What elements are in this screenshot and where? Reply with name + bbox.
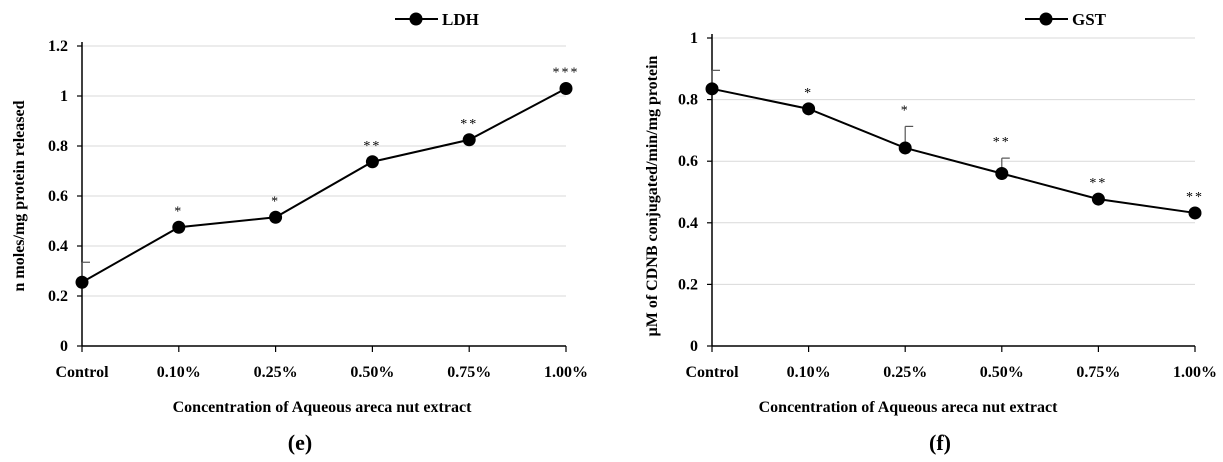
significance-labels: *********: [174, 66, 580, 220]
significance-label: *: [174, 204, 183, 219]
panel-label: (f): [929, 430, 951, 455]
data-point: [1091, 192, 1105, 206]
x-tick-label: Control: [685, 364, 739, 381]
x-tick-label: Control: [55, 364, 109, 381]
x-tick-label: 1.00%: [544, 364, 588, 381]
y-tick-label: 0.8: [678, 92, 698, 109]
x-tick-label: 0.50%: [980, 364, 1024, 381]
series-line: [81, 87, 567, 284]
data-point: [802, 102, 816, 116]
y-tick-label: 1: [60, 88, 68, 105]
y-axis-label: n moles/mg protein released: [11, 100, 28, 291]
significance-label: *: [804, 86, 813, 101]
axes: [707, 34, 1196, 352]
significance-label: ***: [553, 66, 580, 81]
legend: LDH: [395, 10, 479, 29]
data-point: [559, 82, 573, 95]
series-ldh: [75, 82, 573, 289]
significance-label: **: [1186, 190, 1204, 205]
y-tick-label: 0.4: [48, 238, 68, 255]
significance-label: **: [363, 139, 381, 154]
x-tick-label: 0.25%: [883, 364, 927, 381]
x-axis-label: Concentration of Aqueous areca nut extra…: [759, 399, 1058, 416]
x-tick-label: 0.50%: [350, 364, 394, 381]
data-point: [462, 133, 476, 147]
significance-labels: ********: [804, 86, 1204, 205]
y-tick-label: 0.8: [48, 138, 68, 155]
x-tick-label: 1.00%: [1173, 364, 1217, 381]
legend-label: LDH: [442, 10, 479, 29]
significance-label: *: [901, 103, 910, 118]
error-bars: [711, 69, 1010, 174]
x-axis-label: Concentration of Aqueous areca nut extra…: [173, 399, 472, 416]
y-tick-label: 1: [690, 30, 698, 47]
y-tick-labels: 0 0.2 0.4 0.6 0.8 1: [678, 30, 698, 355]
y-tick-label: 0.4: [678, 215, 698, 232]
significance-label: *: [271, 194, 280, 209]
data-point: [269, 210, 283, 224]
data-point: [172, 220, 186, 234]
y-tick-label: 0.2: [48, 288, 68, 305]
data-point: [75, 275, 89, 289]
legend: GST: [1025, 10, 1107, 29]
y-tick-label: 1.2: [48, 38, 68, 55]
y-tick-label: 0.6: [678, 153, 698, 170]
chart-ldh: 0 0.2 0.4 0.6 0.8 1 1.2 Control 0.10% 0.25% 0.50%…: [11, 10, 588, 455]
legend-marker: [409, 12, 423, 26]
x-tick-labels: Control 0.10% 0.25% 0.50% 0.75% 1.00%: [685, 364, 1217, 381]
legend-label: GST: [1072, 10, 1107, 29]
significance-label: **: [460, 117, 478, 132]
y-tick-label: 0: [60, 338, 68, 355]
series-gst: [705, 82, 1202, 220]
x-tick-label: 0.25%: [254, 364, 298, 381]
significance-label: **: [1089, 176, 1107, 191]
y-tick-label: 0.2: [678, 276, 698, 293]
data-point: [995, 167, 1009, 181]
x-tick-label: 0.75%: [1076, 364, 1120, 381]
y-tick-labels: 0 0.2 0.4 0.6 0.8 1 1.2: [48, 38, 68, 355]
chart-gst: 0 0.2 0.4 0.6 0.8 1 Control 0.10% 0.25% 0.50% 0.7…: [644, 10, 1217, 455]
grid-lines: [82, 45, 566, 297]
y-tick-label: 0: [690, 338, 698, 355]
axes: [77, 42, 567, 352]
x-tick-label: 0.75%: [447, 364, 491, 381]
y-axis-label: µM of CDNB conjugated/min/mg protein: [644, 55, 661, 336]
x-tick-labels: Control 0.10% 0.25% 0.50% 0.75% 1.00%: [55, 364, 588, 381]
data-point: [1188, 206, 1202, 220]
significance-label: **: [993, 135, 1011, 150]
data-point: [898, 141, 912, 155]
data-point: [705, 82, 719, 96]
panel-label: (e): [288, 430, 312, 455]
series-line: [711, 87, 1196, 214]
y-tick-label: 0.6: [48, 188, 68, 205]
legend-marker: [1039, 12, 1053, 26]
x-tick-label: 0.10%: [787, 364, 831, 381]
data-point: [365, 155, 379, 169]
x-tick-label: 0.10%: [157, 364, 201, 381]
